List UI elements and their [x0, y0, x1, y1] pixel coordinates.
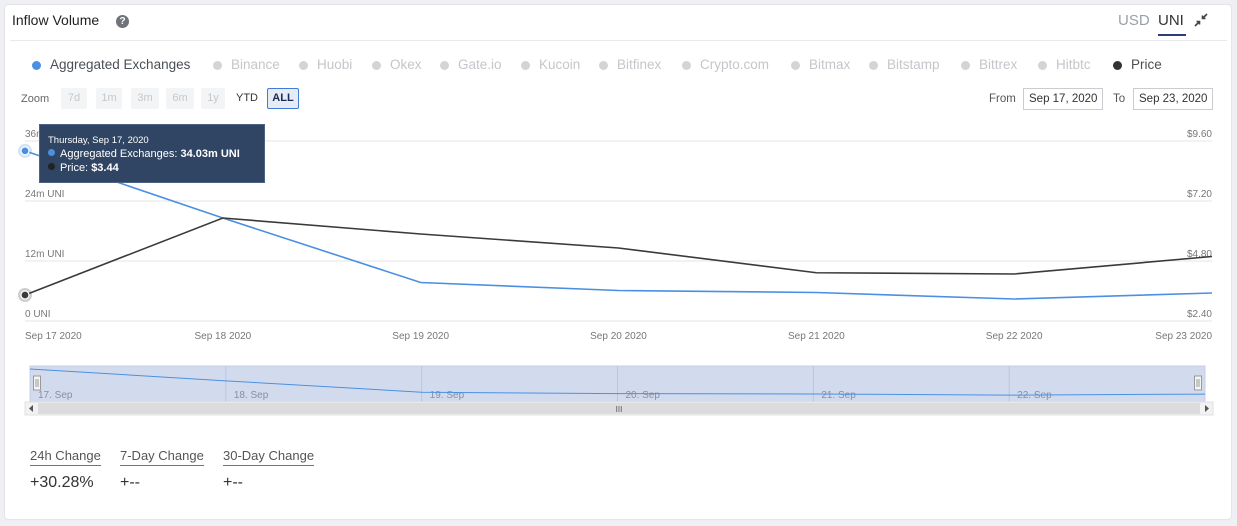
- chart-tooltip: Thursday, Sep 17, 2020 Aggregated Exchan…: [39, 124, 265, 183]
- stat-7day-value: +--: [120, 474, 140, 491]
- series-line-price: [24, 217, 1213, 296]
- zoom-button-7d[interactable]: 7d: [61, 88, 87, 109]
- legend-dot-icon: [961, 61, 970, 70]
- range-to-label: To: [1113, 93, 1126, 105]
- legend-label: Binance: [231, 57, 280, 72]
- x-axis-tick-label: Sep 19 2020: [392, 331, 449, 342]
- currency-usd-toggle[interactable]: USD: [1118, 12, 1150, 29]
- chart-series: [18, 143, 1213, 302]
- navigator-label: 22. Sep: [1017, 390, 1052, 401]
- legend-label: Kucoin: [539, 57, 581, 72]
- currency-uni-toggle[interactable]: UNI: [1158, 12, 1184, 29]
- zoom-button-3m[interactable]: 3m: [131, 88, 159, 109]
- navigator[interactable]: 17. Sep 18. Sep 19. Sep 20. Sep 21. Sep 22. S…: [24, 365, 1214, 416]
- legend-label: Hitbtc: [1056, 57, 1091, 72]
- legend-dot-icon: [372, 61, 381, 70]
- tooltip-series-label: Aggregated Exchanges:: [60, 148, 181, 160]
- scroll-left-icon[interactable]: [29, 405, 33, 412]
- legend-dot-icon: [682, 61, 691, 70]
- tooltip-series-row: Aggregated Exchanges: 34.03m UNI: [48, 148, 240, 160]
- series-dot-icon: [48, 149, 55, 156]
- tooltip-price-label: Price:: [60, 162, 92, 174]
- legend-dot-icon: [1038, 61, 1047, 70]
- legend-label: Huobi: [317, 57, 353, 72]
- navigator-series-line: [29, 368, 1206, 396]
- legend-label: Aggregated Exchanges: [50, 57, 191, 72]
- right-axis-tick-label: $2.40: [1187, 309, 1212, 320]
- tooltip-date: Thursday, Sep 17, 2020: [48, 135, 149, 146]
- legend-dot-icon: [440, 61, 449, 70]
- range-to-input[interactable]: Sep 23, 2020: [1133, 88, 1213, 110]
- x-axis-tick-label: Sep 22 2020: [986, 331, 1043, 342]
- tooltip-price-value: $3.44: [91, 162, 119, 174]
- x-axis-tick-label: Sep 20 2020: [590, 331, 647, 342]
- legend-label: Gate.io: [458, 57, 502, 72]
- widget-title: Inflow Volume: [12, 12, 100, 28]
- zoom-button-1y[interactable]: 1y: [201, 88, 225, 109]
- tooltip-price-row: Price: $3.44: [48, 162, 119, 174]
- navigator-handle[interactable]: [33, 375, 41, 391]
- legend-dot-icon: [32, 61, 41, 70]
- zoom-button-1m[interactable]: 1m: [96, 88, 122, 109]
- left-axis-tick-label: 0 UNI: [25, 309, 51, 320]
- range-from-input[interactable]: Sep 17, 2020: [1023, 88, 1103, 110]
- header-divider: [10, 40, 1227, 41]
- collapse-arrows-icon[interactable]: [1194, 13, 1208, 27]
- stat-24h-label[interactable]: 24h Change: [30, 448, 101, 466]
- legend-dot-icon: [791, 61, 800, 70]
- hover-point: [20, 146, 30, 156]
- navigator-label: 18. Sep: [234, 390, 269, 401]
- right-axis-tick-label: $9.60: [1187, 129, 1212, 140]
- stat-30day-value: +--: [223, 474, 243, 491]
- legend-dot-icon: [599, 61, 608, 70]
- navigator-label: 21. Sep: [821, 390, 856, 401]
- scrollbar-grip-icon: III: [616, 405, 623, 414]
- x-axis-tick-label: Sep 18 2020: [194, 331, 251, 342]
- legend-label: Bitmax: [809, 57, 851, 72]
- scroll-right-icon[interactable]: [1205, 405, 1209, 412]
- left-axis-tick-label: 24m UNI: [25, 189, 64, 200]
- right-axis-tick-label: $4.80: [1187, 249, 1212, 260]
- legend-dot-icon: [869, 61, 878, 70]
- right-axis-tick-label: $7.20: [1187, 189, 1212, 200]
- legend-label: Okex: [390, 57, 422, 72]
- zoom-button-all[interactable]: ALL: [267, 88, 299, 109]
- tooltip-series-value: 34.03m UNI: [180, 148, 240, 160]
- navigator-handle[interactable]: [1194, 375, 1202, 391]
- x-axis-tick-label: Sep 21 2020: [788, 331, 845, 342]
- left-axis-tick-label: 12m UNI: [25, 249, 64, 260]
- stat-30day-label[interactable]: 30-Day Change: [223, 448, 315, 466]
- legend-dot-icon: [1113, 61, 1122, 70]
- legend-label: Bittrex: [979, 57, 1018, 72]
- navigator-label: 17. Sep: [38, 390, 73, 401]
- zoom-label: Zoom: [21, 93, 50, 105]
- legend-dot-icon: [299, 61, 308, 70]
- zoom-button-6m[interactable]: 6m: [166, 88, 194, 109]
- legend-label: Bitstamp: [887, 57, 940, 72]
- question-circle-icon[interactable]: ?: [116, 15, 129, 28]
- navigator-label: 20. Sep: [626, 390, 661, 401]
- navigator-scrollbar-thumb[interactable]: [38, 403, 1200, 414]
- legend-dot-icon: [521, 61, 530, 70]
- price-dot-icon: [48, 163, 55, 170]
- range-from-label: From: [989, 93, 1016, 105]
- legend-label: Price: [1131, 57, 1162, 72]
- legend-label: Bitfinex: [617, 57, 662, 72]
- x-axis-tick-label: Sep 23 2020: [1155, 331, 1212, 342]
- stat-24h-value: +30.28%: [30, 474, 94, 491]
- legend-label: Crypto.com: [700, 57, 770, 72]
- stat-7day-label[interactable]: 7-Day Change: [120, 448, 204, 466]
- x-axis-tick-label: Sep 17 2020: [25, 331, 82, 342]
- zoom-button-ytd[interactable]: YTD: [232, 88, 262, 109]
- currency-selected-indicator: [1158, 34, 1186, 36]
- navigator-label: 19. Sep: [430, 390, 465, 401]
- hover-point: [20, 290, 30, 300]
- legend-dot-icon: [213, 61, 222, 70]
